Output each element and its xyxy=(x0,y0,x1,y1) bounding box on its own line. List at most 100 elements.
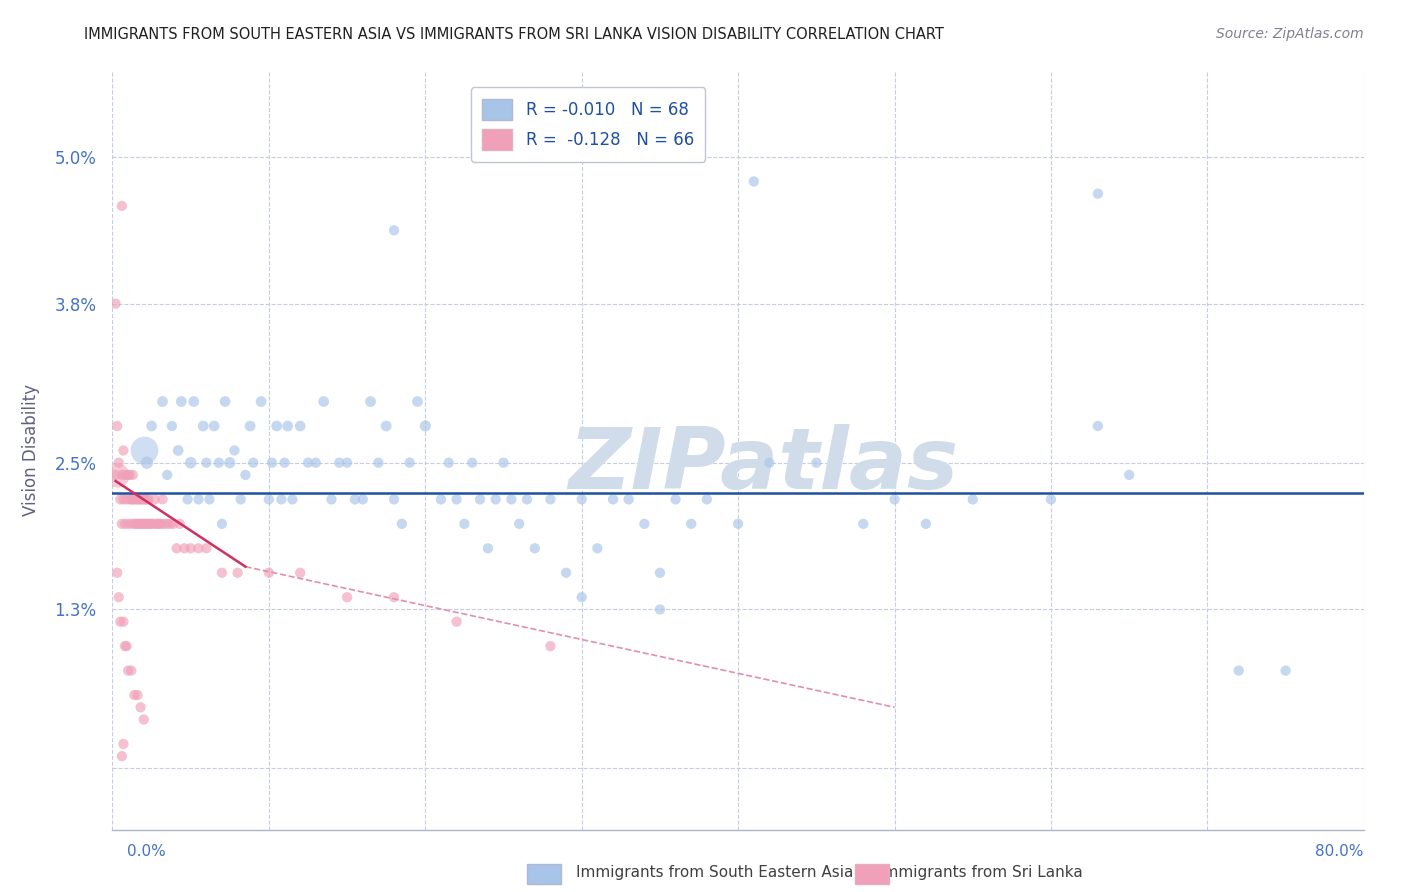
Point xyxy=(758,456,780,470)
Point xyxy=(115,492,138,507)
Point xyxy=(290,566,312,580)
Point xyxy=(312,394,335,409)
Point xyxy=(128,492,150,507)
Point xyxy=(111,199,134,213)
Point xyxy=(211,516,233,531)
Point xyxy=(152,492,174,507)
Point xyxy=(375,419,398,434)
Point xyxy=(406,394,429,409)
Point xyxy=(235,467,257,482)
Point xyxy=(129,516,152,531)
Point xyxy=(162,516,184,531)
Point xyxy=(742,174,765,188)
Point xyxy=(352,492,374,507)
Point xyxy=(226,566,249,580)
Point xyxy=(437,456,460,470)
Point xyxy=(118,492,141,507)
Point xyxy=(129,492,152,507)
Point xyxy=(198,492,221,507)
Point xyxy=(508,516,530,531)
Text: ZIPatlas: ZIPatlas xyxy=(568,424,959,508)
Point xyxy=(468,492,491,507)
Point xyxy=(1274,664,1296,678)
Point xyxy=(124,492,146,507)
Point xyxy=(382,223,405,237)
Point xyxy=(336,456,359,470)
Point xyxy=(124,516,146,531)
Point xyxy=(138,516,160,531)
Point xyxy=(145,516,167,531)
Point xyxy=(127,492,149,507)
Point xyxy=(156,467,179,482)
Point xyxy=(492,456,515,470)
Point xyxy=(152,394,174,409)
Point xyxy=(321,492,343,507)
Point xyxy=(114,516,136,531)
Point xyxy=(257,566,280,580)
Point xyxy=(523,541,546,556)
Point xyxy=(128,516,150,531)
Point xyxy=(134,492,156,507)
Point xyxy=(107,591,129,605)
Point xyxy=(104,467,127,482)
Point xyxy=(382,492,405,507)
Point xyxy=(391,516,413,531)
Point xyxy=(367,456,389,470)
Point xyxy=(121,467,143,482)
Point xyxy=(336,591,359,605)
Point xyxy=(127,516,149,531)
Point xyxy=(117,467,139,482)
Point xyxy=(111,516,134,531)
Point xyxy=(224,443,246,458)
Text: Immigrants from South Eastern Asia: Immigrants from South Eastern Asia xyxy=(576,865,853,880)
Point xyxy=(112,615,135,629)
Point xyxy=(111,467,134,482)
Point xyxy=(617,492,640,507)
Point xyxy=(195,541,218,556)
Point xyxy=(120,664,142,678)
Y-axis label: Vision Disability: Vision Disability xyxy=(22,384,41,516)
Point xyxy=(328,456,350,470)
Point xyxy=(883,492,905,507)
Point xyxy=(485,492,508,507)
Point xyxy=(915,516,938,531)
Point xyxy=(167,443,190,458)
Text: Source: ZipAtlas.com: Source: ZipAtlas.com xyxy=(1216,27,1364,41)
Point xyxy=(571,591,593,605)
Text: IMMIGRANTS FROM SOUTH EASTERN ASIA VS IMMIGRANTS FROM SRI LANKA VISION DISABILIT: IMMIGRANTS FROM SOUTH EASTERN ASIA VS IM… xyxy=(84,27,945,42)
Text: 80.0%: 80.0% xyxy=(1316,845,1364,859)
Point xyxy=(112,492,135,507)
Point xyxy=(277,419,299,434)
Point xyxy=(218,456,240,470)
Point xyxy=(104,296,127,310)
Point xyxy=(430,492,453,507)
Point xyxy=(129,700,152,714)
Point xyxy=(540,639,562,653)
Text: Immigrants from Sri Lanka: Immigrants from Sri Lanka xyxy=(879,865,1083,880)
Point xyxy=(120,492,142,507)
Point xyxy=(125,492,148,507)
Point xyxy=(139,516,162,531)
Point xyxy=(446,615,468,629)
Point xyxy=(852,516,875,531)
Point xyxy=(208,456,231,470)
Point xyxy=(727,516,749,531)
Point xyxy=(125,516,148,531)
Text: 0.0%: 0.0% xyxy=(127,845,166,859)
Point xyxy=(135,456,157,470)
Point xyxy=(229,492,252,507)
Point xyxy=(120,516,142,531)
Point xyxy=(664,492,686,507)
Point xyxy=(297,456,319,470)
Point xyxy=(195,456,218,470)
Point xyxy=(962,492,984,507)
Point xyxy=(180,456,202,470)
Point xyxy=(105,467,128,482)
Point xyxy=(112,443,135,458)
Point xyxy=(169,516,191,531)
Point xyxy=(571,492,593,507)
Point xyxy=(114,467,136,482)
Point xyxy=(696,492,718,507)
Point xyxy=(586,541,609,556)
Point xyxy=(270,492,292,507)
